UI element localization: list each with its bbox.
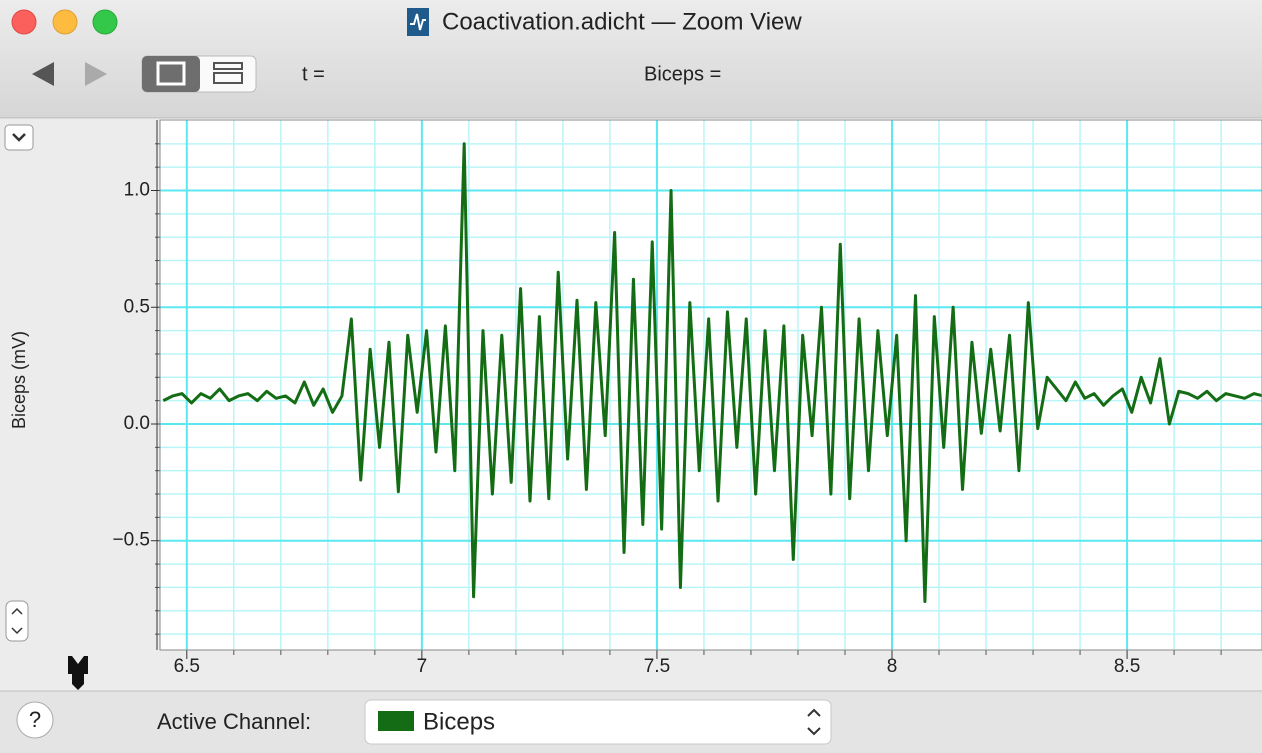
channel-readout: Biceps = [644, 63, 721, 85]
multi-icon [213, 62, 243, 70]
active-channel-label: Active Channel: [157, 709, 311, 734]
active-channel: Biceps [423, 708, 495, 735]
x-tick-label: 7.5 [644, 656, 670, 677]
x-axis-panel [160, 650, 1262, 691]
scale-stepper[interactable] [5, 600, 29, 642]
popup-up [807, 708, 821, 717]
y-tick-label: 0.5 [124, 296, 150, 317]
plot-frame [159, 119, 1262, 651]
window-title: Coactivation.adicht — Zoom View [442, 8, 802, 35]
marker-icon[interactable] [68, 656, 88, 690]
chevron [12, 133, 26, 142]
forward-button[interactable] [85, 62, 107, 86]
view-toggle-single[interactable] [142, 56, 200, 92]
minimize-button[interactable] [52, 9, 78, 35]
signal-line [162, 142, 1262, 603]
x-tick-label: 8 [887, 656, 898, 677]
axis-panel [0, 119, 160, 691]
y-tick-label: −0.5 [112, 530, 150, 551]
doc-icon-wave [410, 13, 426, 31]
back-button[interactable] [32, 62, 54, 86]
multi-icon [213, 72, 243, 84]
y-tick-label: 1.0 [124, 180, 150, 201]
help-label: ? [29, 707, 41, 732]
channel-menu-button[interactable] [4, 124, 34, 151]
stepper-up [11, 607, 23, 615]
channel-swatch [378, 711, 414, 731]
stepper-down [11, 627, 23, 635]
x-tick-label: 8.5 [1114, 656, 1140, 677]
channel-popup[interactable] [364, 699, 832, 745]
time-readout: t = [302, 63, 325, 85]
help-button[interactable] [16, 701, 54, 739]
y-axis-label: Biceps (mV) [9, 331, 29, 429]
y-tick-label: 0.0 [124, 413, 150, 434]
single-icon [156, 61, 186, 86]
x-tick-label: 6.5 [174, 656, 200, 677]
popup-down [807, 727, 821, 736]
close-button[interactable] [11, 9, 37, 35]
x-tick-label: 7 [417, 656, 428, 677]
zoom-button[interactable] [92, 9, 118, 35]
